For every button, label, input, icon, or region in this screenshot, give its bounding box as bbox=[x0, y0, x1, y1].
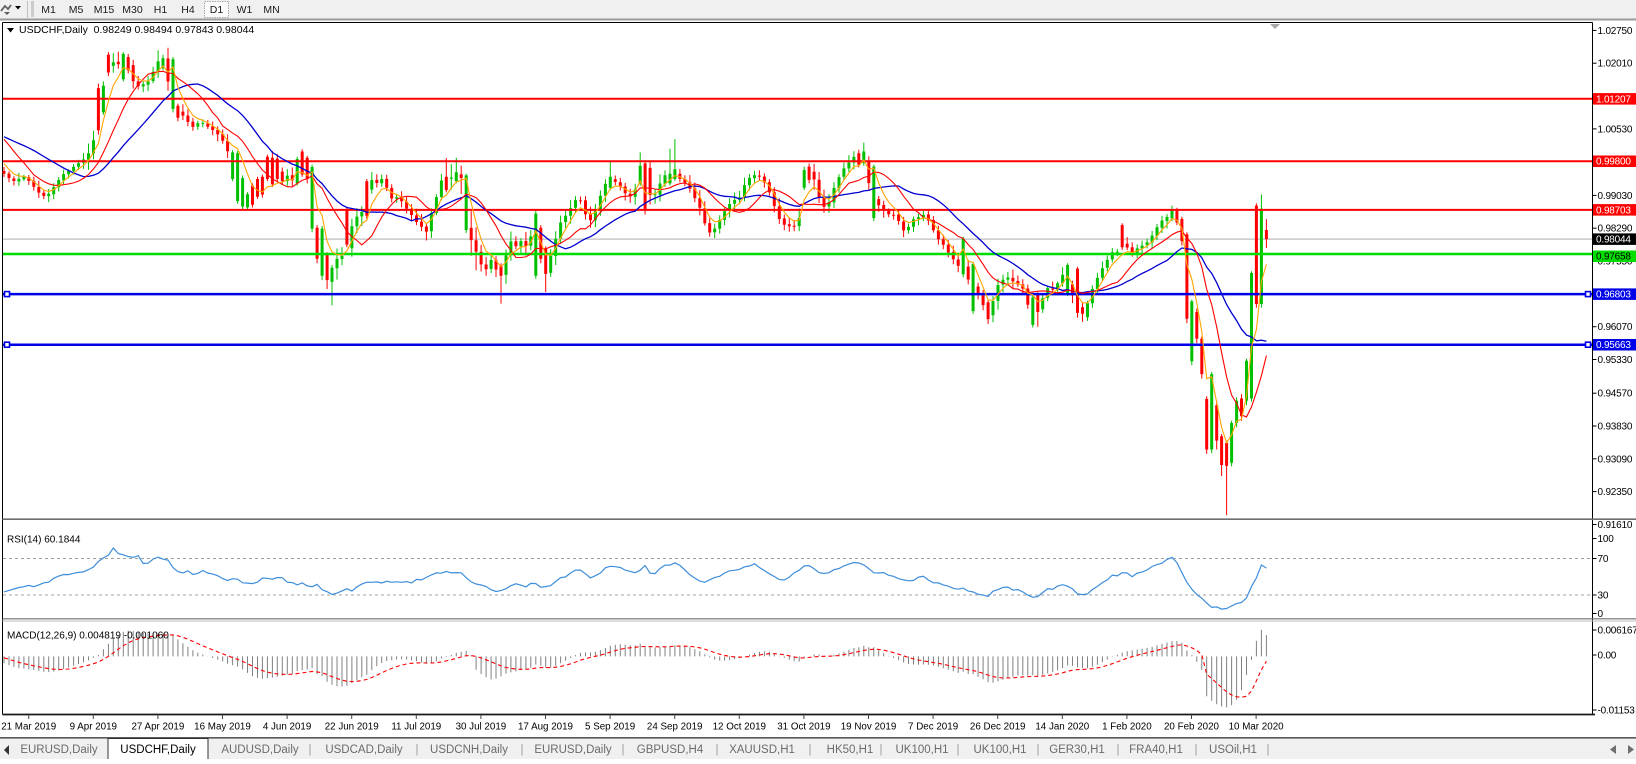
svg-text:|: | bbox=[521, 744, 524, 756]
svg-text:D1: D1 bbox=[210, 4, 224, 16]
svg-text:|: | bbox=[622, 744, 625, 756]
svg-text:14 Jan 2020: 14 Jan 2020 bbox=[1035, 722, 1089, 733]
svg-text:0.95330: 0.95330 bbox=[1598, 355, 1633, 366]
svg-text:GBPUSD,H4: GBPUSD,H4 bbox=[637, 744, 704, 756]
svg-text:0.96070: 0.96070 bbox=[1598, 322, 1633, 333]
svg-text:11 Jul 2019: 11 Jul 2019 bbox=[391, 722, 441, 733]
svg-text:M15: M15 bbox=[94, 4, 115, 16]
svg-text:AUDUSD,Daily: AUDUSD,Daily bbox=[221, 744, 299, 756]
svg-text:0.99030: 0.99030 bbox=[1598, 191, 1633, 202]
svg-text:70: 70 bbox=[1598, 554, 1609, 565]
svg-text:1.00530: 1.00530 bbox=[1598, 124, 1633, 135]
svg-text:100: 100 bbox=[1598, 534, 1615, 545]
svg-text:H4: H4 bbox=[181, 4, 195, 16]
svg-text:19 Nov 2019: 19 Nov 2019 bbox=[841, 722, 897, 733]
svg-text:5 Sep 2019: 5 Sep 2019 bbox=[585, 722, 635, 733]
svg-text:27 Apr 2019: 27 Apr 2019 bbox=[131, 722, 184, 733]
svg-text:|: | bbox=[1117, 744, 1120, 756]
svg-text:|: | bbox=[309, 744, 312, 756]
svg-text:|: | bbox=[1037, 744, 1040, 756]
svg-text:USDCNH,Daily: USDCNH,Daily bbox=[430, 744, 508, 756]
svg-text:21 Mar 2019: 21 Mar 2019 bbox=[1, 722, 56, 733]
svg-text:0.94570: 0.94570 bbox=[1598, 389, 1633, 400]
svg-text:EURUSD,Daily: EURUSD,Daily bbox=[534, 744, 612, 756]
svg-text:|: | bbox=[416, 744, 419, 756]
svg-text:0.95663: 0.95663 bbox=[1596, 340, 1631, 351]
svg-text:0: 0 bbox=[1598, 609, 1604, 620]
svg-text:GER30,H1: GER30,H1 bbox=[1049, 744, 1105, 756]
svg-text:0.98703: 0.98703 bbox=[1596, 205, 1631, 216]
svg-text:0.98044: 0.98044 bbox=[1596, 235, 1631, 246]
svg-text:1.01207: 1.01207 bbox=[1596, 94, 1631, 105]
svg-text:USDCHF,Daily: USDCHF,Daily bbox=[120, 744, 196, 756]
svg-text:MN: MN bbox=[263, 4, 279, 16]
svg-text:0.93090: 0.93090 bbox=[1598, 454, 1633, 465]
svg-text:-0.01153: -0.01153 bbox=[1598, 706, 1636, 717]
svg-text:17 Aug 2019: 17 Aug 2019 bbox=[518, 722, 573, 733]
svg-text:0.91610: 0.91610 bbox=[1598, 520, 1633, 531]
svg-text:31 Oct 2019: 31 Oct 2019 bbox=[777, 722, 830, 733]
svg-text:0.00: 0.00 bbox=[1598, 651, 1617, 662]
svg-text:MACD(12,26,9) 0.004819 -0.0010: MACD(12,26,9) 0.004819 -0.001060 bbox=[7, 631, 169, 642]
svg-text:|: | bbox=[880, 744, 883, 756]
svg-text:USDCAD,Daily: USDCAD,Daily bbox=[325, 744, 403, 756]
svg-text:16 May 2019: 16 May 2019 bbox=[194, 722, 251, 733]
svg-text:0.92350: 0.92350 bbox=[1598, 487, 1633, 498]
svg-text:FRA40,H1: FRA40,H1 bbox=[1129, 744, 1183, 756]
svg-text:1 Feb 2020: 1 Feb 2020 bbox=[1102, 722, 1152, 733]
svg-text:0.97658: 0.97658 bbox=[1596, 252, 1631, 263]
svg-text:M30: M30 bbox=[122, 4, 143, 16]
svg-text:9 Apr 2019: 9 Apr 2019 bbox=[70, 722, 117, 733]
svg-text:|: | bbox=[1267, 744, 1270, 756]
svg-text:W1: W1 bbox=[237, 4, 253, 16]
svg-text:UK100,H1: UK100,H1 bbox=[895, 744, 948, 756]
svg-text:0.99800: 0.99800 bbox=[1596, 157, 1631, 168]
svg-text:M1: M1 bbox=[41, 4, 56, 16]
svg-text:1.02750: 1.02750 bbox=[1598, 26, 1633, 37]
svg-text:0.98290: 0.98290 bbox=[1598, 224, 1633, 235]
svg-text:7 Dec 2019: 7 Dec 2019 bbox=[908, 722, 958, 733]
svg-text:|: | bbox=[957, 744, 960, 756]
svg-text:22 Jun 2019: 22 Jun 2019 bbox=[325, 722, 379, 733]
svg-text:0.96803: 0.96803 bbox=[1596, 290, 1631, 301]
svg-text:20 Feb 2020: 20 Feb 2020 bbox=[1164, 722, 1220, 733]
svg-text:0.93830: 0.93830 bbox=[1598, 422, 1633, 433]
svg-text:XAUUSD,H1: XAUUSD,H1 bbox=[729, 744, 795, 756]
svg-text:|: | bbox=[716, 744, 719, 756]
svg-text:USDCHF,Daily 0.98249 0.98494: USDCHF,Daily 0.98249 0.98494 0.97843 0.9… bbox=[19, 24, 254, 36]
svg-text:12 Oct 2019: 12 Oct 2019 bbox=[713, 722, 766, 733]
svg-text:RSI(14) 60.1844: RSI(14) 60.1844 bbox=[7, 535, 81, 546]
svg-text:24 Sep 2019: 24 Sep 2019 bbox=[647, 722, 703, 733]
svg-text:0.006167: 0.006167 bbox=[1598, 626, 1636, 637]
svg-text:EURUSD,Daily: EURUSD,Daily bbox=[20, 744, 98, 756]
svg-text:M5: M5 bbox=[69, 4, 84, 16]
svg-text:4 Jun 2019: 4 Jun 2019 bbox=[263, 722, 311, 733]
svg-text:26 Dec 2019: 26 Dec 2019 bbox=[970, 722, 1026, 733]
svg-text:UK100,H1: UK100,H1 bbox=[973, 744, 1026, 756]
svg-text:30 Jul 2019: 30 Jul 2019 bbox=[456, 722, 507, 733]
svg-text:|: | bbox=[809, 744, 812, 756]
svg-text:30: 30 bbox=[1598, 591, 1609, 602]
svg-text:10 Mar 2020: 10 Mar 2020 bbox=[1229, 722, 1285, 733]
svg-text:HK50,H1: HK50,H1 bbox=[827, 744, 874, 756]
svg-text:H1: H1 bbox=[154, 4, 168, 16]
svg-text:USOil,H1: USOil,H1 bbox=[1209, 744, 1257, 756]
svg-text:1.02010: 1.02010 bbox=[1598, 59, 1633, 70]
svg-text:|: | bbox=[1195, 744, 1198, 756]
